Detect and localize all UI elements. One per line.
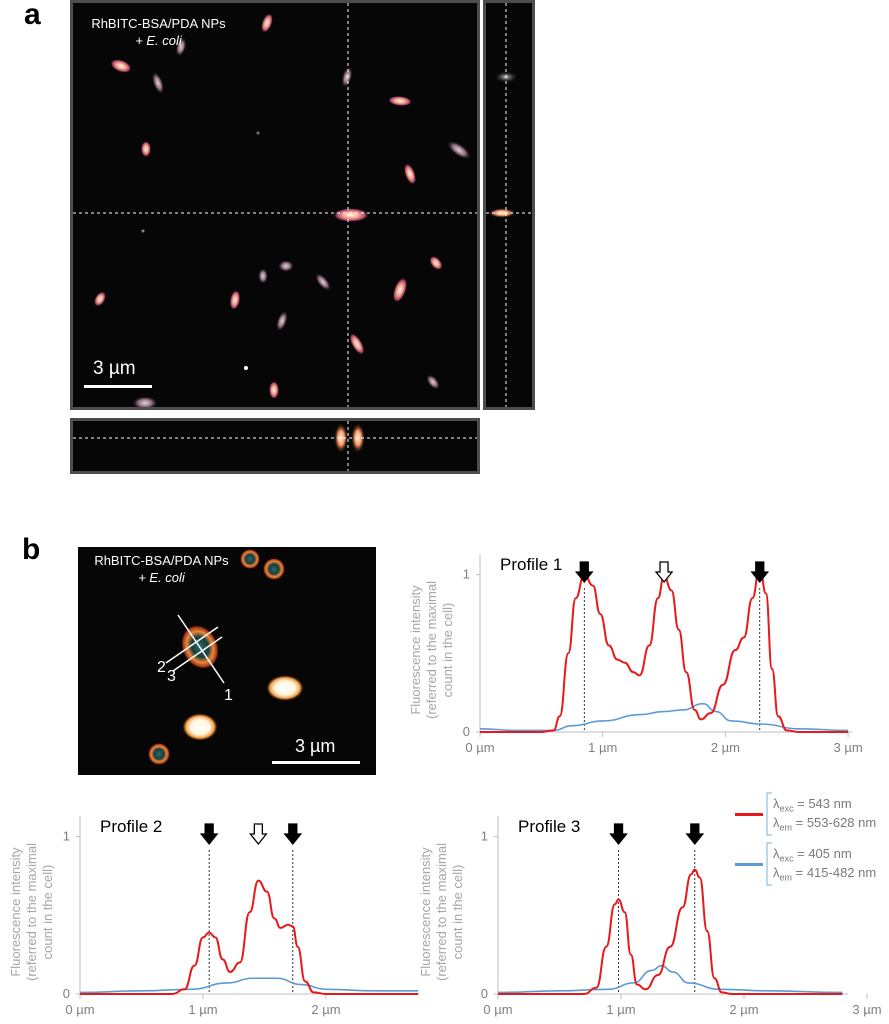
micrograph-a-title: RhBITC-BSA/PDA NPs + E. coli <box>81 15 236 49</box>
filled-arrow-icon <box>574 561 594 584</box>
filled-arrow-icon <box>199 823 219 846</box>
scale-bar-a-label: 3 µm <box>93 358 136 379</box>
x-tick-label: 3 µm <box>834 740 863 755</box>
y-axis-label: (referred to the maximal <box>434 843 449 981</box>
filled-arrow-icon <box>609 823 628 846</box>
y-axis-label: (referred to the maximal <box>424 581 439 719</box>
legend-red-exc: λexc = 543 nm <box>773 796 852 814</box>
y-tick-label: 1 <box>481 829 488 844</box>
y-tick-label: 0 <box>463 724 470 739</box>
line-label-3: 3 <box>167 668 176 685</box>
micrograph-a-title-line1: RhBITC-BSA/PDA NPs <box>91 16 226 31</box>
x-tick-label: 0 µm <box>465 740 494 755</box>
legend-red-em: λem = 553-628 nm <box>773 815 877 833</box>
x-tick-label: 1 µm <box>588 740 617 755</box>
open-arrow-icon <box>654 561 674 584</box>
x-tick-label: 1 µm <box>606 1002 635 1017</box>
legend-blue-exc: λexc = 405 nm <box>773 846 852 864</box>
y-axis-label: count in the cell) <box>440 603 455 698</box>
x-tick-label: 0 µm <box>65 1002 94 1017</box>
panel-a-letter: a <box>24 0 41 31</box>
scale-bar-b <box>272 761 360 764</box>
micrograph-a-title-line2: + E. coli <box>135 33 182 48</box>
micrograph-yz-cells <box>486 3 532 407</box>
y-tick-label: 0 <box>481 986 488 1001</box>
chart-title: Profile 2 <box>100 817 162 836</box>
legend-blue-em: λem = 415-482 nm <box>773 865 877 883</box>
micrograph-b-title: RhBITC-BSA/PDA NPs + E. coli <box>84 552 239 586</box>
legend-item-red: λexc = 543 nm λem = 553-628 nm <box>735 792 889 838</box>
chart-title: Profile 3 <box>518 817 580 836</box>
line-label-2: 2 <box>157 659 166 676</box>
y-axis-label: Fluorescence intensity <box>418 847 433 977</box>
micrograph-b-title-line1: RhBITC-BSA/PDA NPs <box>94 553 229 568</box>
y-tick-label: 1 <box>463 567 470 582</box>
series-blue-line <box>79 977 419 994</box>
series-blue-line <box>479 702 849 732</box>
x-tick-label: 1 µm <box>188 1002 217 1017</box>
x-tick-label: 0 µm <box>483 1002 512 1017</box>
legend-swatch-blue <box>735 863 763 866</box>
series-red-line <box>80 879 419 995</box>
open-arrow-icon <box>248 823 268 846</box>
filled-arrow-icon <box>750 561 770 584</box>
legend: λexc = 543 nm λem = 553-628 nm λexc = 40… <box>735 792 889 892</box>
y-axis-label: (referred to the maximal <box>24 843 39 981</box>
micrograph-yz <box>483 0 535 410</box>
series-blue-line <box>497 964 843 994</box>
chart-profile-3: Profile 3 Fluorescence intensity (referred… <box>418 816 882 1017</box>
scale-bar-b-label: 3 µm <box>295 736 336 756</box>
x-tick-label: 2 µm <box>729 1002 758 1017</box>
series-red-line <box>498 868 843 995</box>
x-tick-label: 3 µm <box>852 1002 881 1017</box>
panel-b-letter: b <box>22 533 41 566</box>
y-tick-label: 1 <box>63 829 70 844</box>
y-axis-label: count in the cell) <box>40 865 55 960</box>
micrograph-xz-cells <box>73 421 477 471</box>
y-axis-label: Fluorescence intensity <box>408 585 423 715</box>
y-axis-label: Fluorescence intensity <box>8 847 23 977</box>
micrograph-xy: RhBITC-BSA/PDA NPs + E. coli 3 µm <box>70 0 480 410</box>
legend-item-blue: λexc = 405 nm λem = 415-482 nm <box>735 842 889 888</box>
bacteria-cells <box>94 13 471 407</box>
y-axis-label: count in the cell) <box>450 865 465 960</box>
series-red-line <box>480 565 849 733</box>
scale-bar-a <box>84 385 152 388</box>
x-tick-label: 2 µm <box>711 740 740 755</box>
filled-arrow-icon <box>685 823 705 846</box>
chart-title: Profile 1 <box>500 555 562 574</box>
chart-profile-2: Profile 2 Fluorescence intensity (referred… <box>8 816 419 1017</box>
micrograph-xy-cells <box>73 3 477 407</box>
micrograph-b-title-line2: + E. coli <box>138 570 185 585</box>
filled-arrow-icon <box>283 823 303 846</box>
x-tick-label: 2 µm <box>311 1002 340 1017</box>
legend-swatch-red <box>735 813 763 816</box>
micrograph-b: RhBITC-BSA/PDA NPs + E. coli 1 2 3 3 µm <box>78 547 376 775</box>
y-tick-label: 0 <box>63 986 70 1001</box>
chart-profile-1: Profile 1 Fluorescence intensity (referred… <box>408 554 863 755</box>
micrograph-xz <box>70 418 480 474</box>
line-label-1: 1 <box>224 687 233 704</box>
micrograph-b-cells <box>148 549 304 765</box>
